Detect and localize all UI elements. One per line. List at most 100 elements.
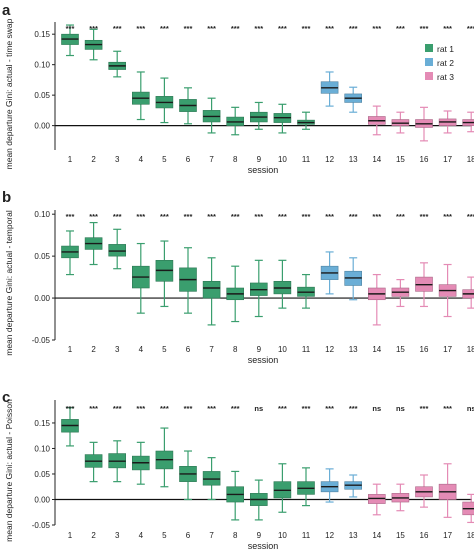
box-session-18 [462, 276, 474, 309]
y-tick-label: 0.00 [34, 294, 50, 303]
significance-label: *** [278, 24, 287, 33]
box-session-17 [438, 463, 457, 518]
box-session-17 [438, 110, 457, 134]
box-session-1 [61, 230, 79, 276]
box-session-9 [250, 101, 268, 130]
x-tick-label: 12 [325, 155, 334, 164]
box-iqr [202, 280, 221, 299]
significance-label: *** [231, 212, 240, 221]
significance-label: *** [184, 404, 193, 413]
x-tick-label: 11 [302, 345, 311, 354]
y-tick-label: 0.15 [34, 419, 50, 428]
box-session-9 [250, 479, 268, 521]
x-tick-label: 9 [257, 531, 262, 540]
y-tick-label: 0.05 [34, 252, 50, 261]
x-tick-label: 6 [186, 531, 191, 540]
significance-label: *** [231, 404, 240, 413]
box-session-2 [84, 441, 103, 483]
x-tick-label: 13 [349, 345, 358, 354]
x-tick-label: 16 [420, 155, 429, 164]
significance-label: *** [420, 212, 429, 221]
box-session-13 [344, 257, 363, 301]
box-session-4 [132, 242, 150, 314]
x-tick-label: 12 [325, 531, 334, 540]
x-tick-label: 3 [115, 345, 120, 354]
significance-label: *** [467, 24, 474, 33]
significance-label: *** [302, 24, 311, 33]
x-tick-label: 3 [115, 531, 120, 540]
x-tick-label: 15 [396, 155, 405, 164]
x-tick-label: 13 [349, 531, 358, 540]
x-tick-label: 11 [302, 531, 311, 540]
significance-label: *** [349, 212, 358, 221]
significance-label: *** [207, 212, 216, 221]
significance-label: ns [254, 404, 263, 413]
box-session-11 [297, 467, 315, 507]
box-session-6 [179, 247, 197, 314]
significance-label: *** [66, 24, 75, 33]
significance-label: *** [467, 212, 474, 221]
significance-label: *** [89, 212, 98, 221]
box-session-16 [415, 474, 433, 508]
box-session-17 [438, 263, 457, 318]
x-tick-label: 14 [372, 345, 381, 354]
x-tick-label: 2 [91, 531, 96, 540]
significance-label: *** [396, 24, 405, 33]
x-tick-label: 7 [209, 345, 214, 354]
y-tick-label: 0.10 [34, 444, 50, 453]
panel-letter: a [2, 2, 11, 19]
box-session-3 [108, 50, 126, 78]
x-tick-label: 18 [467, 531, 474, 540]
box-session-7 [202, 457, 221, 501]
box-session-3 [108, 228, 126, 270]
box-session-12 [320, 251, 339, 295]
significance-label: *** [89, 404, 98, 413]
x-tick-label: 10 [278, 531, 287, 540]
box-session-5 [155, 240, 174, 308]
legend-swatch [425, 44, 433, 52]
x-tick-label: 16 [420, 531, 429, 540]
y-tick-label: 0.05 [34, 91, 50, 100]
significance-label: *** [66, 212, 75, 221]
box-session-8 [226, 470, 244, 521]
significance-label: *** [349, 404, 358, 413]
x-tick-label: 8 [233, 155, 238, 164]
significance-label: *** [66, 404, 75, 413]
box-session-8 [226, 106, 244, 136]
significance-label: *** [113, 404, 122, 413]
box-session-10 [273, 259, 292, 309]
x-tick-label: 14 [372, 531, 381, 540]
box-session-2 [84, 28, 103, 61]
x-axis-label: session [248, 541, 279, 551]
significance-label: *** [302, 212, 311, 221]
y-axis-label: mean departure Gini: actual - time swap [4, 18, 14, 169]
box-session-1 [61, 407, 79, 447]
significance-label: *** [443, 24, 452, 33]
significance-label: *** [325, 24, 334, 33]
box-session-18 [462, 111, 474, 133]
significance-label: *** [207, 24, 216, 33]
x-axis-label: session [248, 355, 279, 365]
significance-label: *** [278, 404, 287, 413]
significance-label: *** [372, 24, 381, 33]
box-session-12 [320, 71, 339, 107]
legend-swatch [425, 58, 433, 66]
significance-label: *** [254, 24, 263, 33]
significance-label: ns [467, 404, 474, 413]
box-session-13 [344, 86, 363, 113]
x-tick-label: 17 [443, 345, 452, 354]
x-tick-label: 10 [278, 345, 287, 354]
significance-label: *** [231, 24, 240, 33]
legend: rat 1 rat 2 rat 3 [425, 44, 454, 82]
box-session-6 [179, 450, 197, 501]
x-tick-label: 6 [186, 345, 191, 354]
significance-label: *** [254, 212, 263, 221]
y-tick-label: -0.05 [32, 521, 51, 530]
box-session-3 [108, 440, 126, 483]
legend-swatch [425, 72, 433, 80]
significance-label: *** [278, 212, 287, 221]
y-tick-label: -0.05 [32, 336, 51, 345]
significance-label: *** [302, 404, 311, 413]
x-tick-label: 1 [68, 155, 73, 164]
